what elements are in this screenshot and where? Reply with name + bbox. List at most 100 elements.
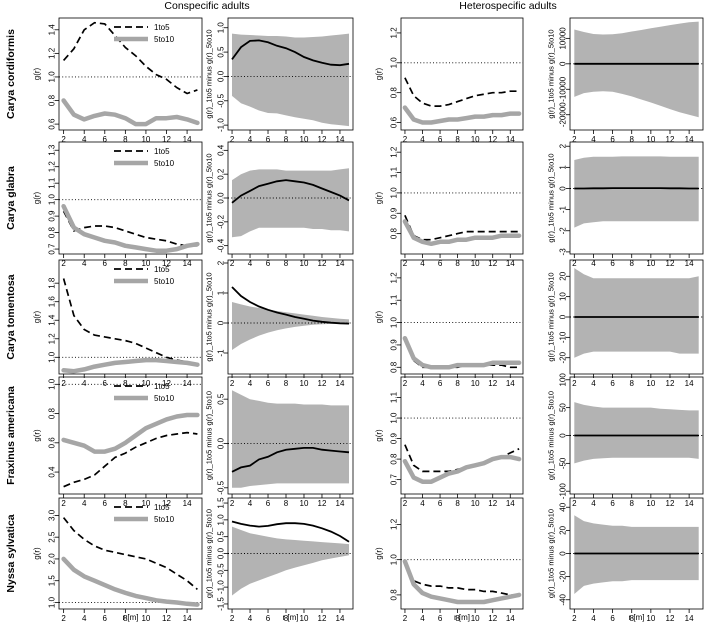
y-tick-label: 0.6 [48,118,57,130]
y-tick-label: 1.0 [389,316,398,328]
difference-line [231,446,350,473]
x-tick-label: 8 [455,259,460,268]
envelope-band [232,33,349,127]
panel-1-1: -0.4 -0.2 0.0 0.2 0.4 2 4 6 8 10 12 14 g(r)_1to5 min… [205,141,354,268]
series-line-5to10 [61,203,200,253]
x-tick-label: 8 [284,499,289,508]
x-tick-label: 2 [61,614,66,623]
y-tick-label: 1.0 [48,193,57,205]
x-tick-label: 6 [103,614,108,623]
x-tick-label: 14 [336,259,345,268]
y-tick-label: 0.0 [217,547,226,559]
difference-line [231,520,350,543]
x-tick-label: 10 [141,499,150,508]
y-tick-label: 1.0 [48,71,57,83]
plot-area [570,21,703,118]
x-tick-label: 14 [336,499,345,508]
y-tick-label: 2 [559,143,568,148]
species-label: Carya glabra [5,166,17,230]
x-tick-label: 4 [591,259,596,268]
panel-frame [58,141,203,255]
x-tick-label: 14 [685,379,694,388]
x-axis-label: r [m] [283,613,299,622]
plot-area [228,286,353,350]
legend-label-5to10: 5to10 [154,277,175,286]
y-tick-label: -10000 [558,76,567,101]
x-tick-label: 6 [103,135,108,144]
x-tick-label: 12 [666,499,675,508]
y-tick-label: -20 [559,351,568,363]
panel-2-3: -20 -10 0 10 20 2 4 6 8 10 12 14 g(r)_1to5 minus g(r… [547,259,704,388]
y-tick-label: 0.9 [389,207,398,219]
x-tick-label: 10 [471,135,480,144]
x-tick-label: 4 [82,259,87,268]
legend: 1to5 5to10 [114,23,175,44]
x-tick-label: 12 [318,135,327,144]
y-axis-label: g(r) [33,191,42,204]
species-label: Nyssa sylvatica [5,514,17,592]
difference-line [231,286,350,325]
panel-frame [227,376,354,495]
x-tick-label: 10 [300,499,309,508]
y-tick-label: 0.5 [216,46,225,58]
y-tick-label: 1.1 [390,294,399,306]
envelope-band [574,156,699,228]
x-tick-label: 12 [162,259,171,268]
x-tick-label: 6 [266,135,271,144]
x-tick-label: 8 [284,135,289,144]
x-tick-label: 6 [438,259,443,268]
x-tick-label: 4 [248,259,253,268]
x-tick-label: 4 [82,614,87,623]
y-tick-label: 10000 [558,27,567,50]
x-tick-label: 8 [629,614,634,623]
y-axis-label: g(r) [375,191,384,204]
series-line-1to5 [62,278,198,365]
x-tick-label: 10 [471,499,480,508]
x-tick-label: 8 [123,379,128,388]
y-tick-label: 1.0 [389,554,398,566]
x-tick-label: 14 [336,614,345,623]
y-axis-label: g(r)_1to5 minus g(r)_5to10 [205,509,214,598]
y-tick-label: -1 [559,205,568,213]
x-tick-label: 8 [123,499,128,508]
x-tick-label: 4 [591,135,596,144]
y-tick-label: -1.0 [217,580,226,594]
panel-frame [58,259,203,375]
plot-area [570,402,703,464]
y-tick-label: 1.4 [47,24,56,36]
y-tick-label: 0 [558,186,567,191]
x-tick-label: 2 [403,614,408,623]
x-tick-label: 8 [123,259,128,268]
x-tick-label: 6 [610,135,615,144]
y-tick-label: 0.9 [48,210,57,222]
x-tick-label: 10 [300,135,309,144]
x-tick-label: 14 [183,135,192,144]
x-tick-label: 6 [266,499,271,508]
y-tick-label: 40 [558,502,567,511]
series-line-1to5 [404,561,520,596]
y-tick-label: -20 [559,570,568,582]
x-tick-label: 10 [141,259,150,268]
series-line-5to10 [402,219,522,247]
x-tick-label: 2 [230,499,235,508]
y-axis-label: g(r) [375,310,384,323]
x-tick-label: 6 [103,379,108,388]
panel-frame [227,259,354,375]
x-tick-label: 12 [666,135,675,144]
x-tick-label: 14 [336,135,345,144]
x-tick-label: 6 [438,499,443,508]
y-axis-label: g(r)_1to5 minus g(r)_5to10 [547,509,556,598]
panel-0-0: 0.6 0.8 1.0 1.2 1.4 2 4 6 8 10 12 14 g(r) Carya cordi… [5,17,203,144]
series-line-5to10 [61,357,200,374]
envelope-band [232,168,349,238]
y-tick-label: 1.8 [47,277,56,289]
y-tick-label: 0.8 [390,227,399,239]
y-axis-label: g(r)_1to5 minus g(r)_5to10 [205,153,214,242]
x-tick-label: 12 [666,259,675,268]
legend: 1to5 5to10 [114,382,175,403]
x-tick-label: 12 [488,499,497,508]
y-axis-label: g(r)_1to5 minus g(r)_5to10 [547,391,556,480]
series-line-5to10 [402,454,522,484]
header-heterospecific: Heterospecific adults [459,0,556,12]
y-tick-label: -0.2 [217,214,226,228]
